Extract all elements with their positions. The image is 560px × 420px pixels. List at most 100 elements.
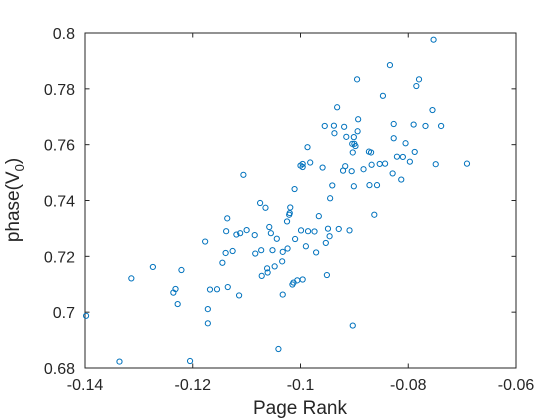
scatter-point <box>342 163 349 170</box>
axis-ticks: -0.14 -0.12 -0.1 -0.08 -0.06 0.68 0.7 0.72 0.74 0… <box>44 26 534 394</box>
scatter-point <box>402 140 409 147</box>
scatter-point <box>264 269 271 276</box>
scatter-point <box>251 232 258 239</box>
scatter-point <box>349 149 356 156</box>
scatter-point <box>302 243 309 250</box>
scatter-point <box>324 225 332 232</box>
scatter-point <box>327 195 334 202</box>
y-tick-label: 0.74 <box>44 194 75 211</box>
scatter-point <box>283 218 291 225</box>
data-points <box>82 36 471 365</box>
scatter-point <box>287 204 294 211</box>
scatter-point <box>304 228 312 235</box>
scatter-point <box>355 116 362 123</box>
scatter-point <box>224 215 231 222</box>
scatter-point <box>186 357 194 365</box>
scatter-point <box>413 82 420 90</box>
y-tick-label: 0.78 <box>44 82 75 99</box>
scatter-point <box>149 263 156 271</box>
scatter-point <box>240 171 247 178</box>
scatter-point <box>373 182 381 189</box>
scatter-point <box>311 228 318 235</box>
scatter-point <box>354 128 361 135</box>
scatter-point <box>393 153 401 160</box>
scatter-point <box>174 300 181 308</box>
scatter-point <box>390 135 397 142</box>
scatter-point <box>128 275 135 282</box>
scatter-point <box>399 153 406 161</box>
scatter-point <box>389 170 396 177</box>
scatter-point <box>331 130 338 137</box>
scatter-point <box>350 134 357 141</box>
scatter-point <box>463 160 471 167</box>
scatter-point <box>172 285 179 293</box>
scatter-point <box>262 204 269 211</box>
scatter-point <box>178 266 185 274</box>
y-axis-label-end: ) <box>3 158 24 164</box>
scatter-point <box>116 358 123 365</box>
scatter-point <box>299 276 306 283</box>
y-tick-label: 0.7 <box>53 305 75 322</box>
scatter-point <box>267 230 274 237</box>
scatter-point <box>219 259 226 266</box>
scatter-point <box>381 160 389 167</box>
scatter-point <box>415 76 423 83</box>
scatter-point <box>266 223 273 231</box>
scatter-point <box>299 163 306 171</box>
scatter-point <box>202 238 209 245</box>
scatter-point <box>406 158 413 165</box>
scatter-point <box>229 247 236 255</box>
x-tick-label: -0.12 <box>175 377 212 394</box>
y-axis-label-base: phase(V <box>3 171 24 242</box>
scatter-point <box>379 92 387 99</box>
scatter-point <box>326 233 333 240</box>
scatter-point <box>258 272 265 279</box>
scatter-point <box>350 183 357 190</box>
y-axis-label-subscript: 0 <box>12 164 27 171</box>
scatter-point <box>438 122 445 130</box>
scatter-point <box>367 149 375 156</box>
scatter-point <box>279 248 286 255</box>
scatter-point <box>429 106 436 114</box>
scatter-point <box>235 292 243 299</box>
scatter-point <box>343 133 350 140</box>
x-axis-label: Page Rank <box>253 398 348 419</box>
scatter-point <box>204 320 211 327</box>
scatter-point <box>284 245 291 252</box>
scatter-point <box>315 213 322 220</box>
scatter-point <box>297 227 305 234</box>
y-axis-label: phase(V0) <box>3 158 27 242</box>
scatter-point <box>222 249 229 257</box>
scatter-point <box>273 235 280 242</box>
scatter-point <box>390 120 397 128</box>
scatter-point <box>307 159 314 166</box>
scatter-point <box>360 166 367 173</box>
scatter-point <box>353 76 361 83</box>
scatter-point <box>432 161 439 168</box>
scatter-point <box>430 36 437 43</box>
scatter-point <box>243 226 250 234</box>
scatter-point <box>271 263 278 270</box>
y-tick-label: 0.76 <box>44 138 75 155</box>
scatter-point <box>224 283 231 291</box>
scatter-point <box>279 258 286 265</box>
x-tick-label: -0.08 <box>390 377 427 394</box>
scatter-point <box>237 230 244 237</box>
scatter-point <box>304 144 311 151</box>
y-tick-label: 0.68 <box>44 361 75 378</box>
scatter-point <box>371 211 378 218</box>
scatter-point <box>329 182 336 189</box>
scatter-point <box>411 148 418 156</box>
scatter-point <box>348 168 355 175</box>
scatter-point <box>366 182 373 189</box>
x-tick-label: -0.1 <box>287 377 315 394</box>
scatter-point <box>346 227 353 234</box>
scatter-point <box>335 225 342 233</box>
scatter-point <box>292 235 299 243</box>
scatter-point <box>269 247 276 254</box>
y-tick-label: 0.8 <box>53 26 75 43</box>
scatter-point <box>223 228 230 235</box>
scatter-point <box>398 176 405 183</box>
scatter-point <box>252 250 259 257</box>
